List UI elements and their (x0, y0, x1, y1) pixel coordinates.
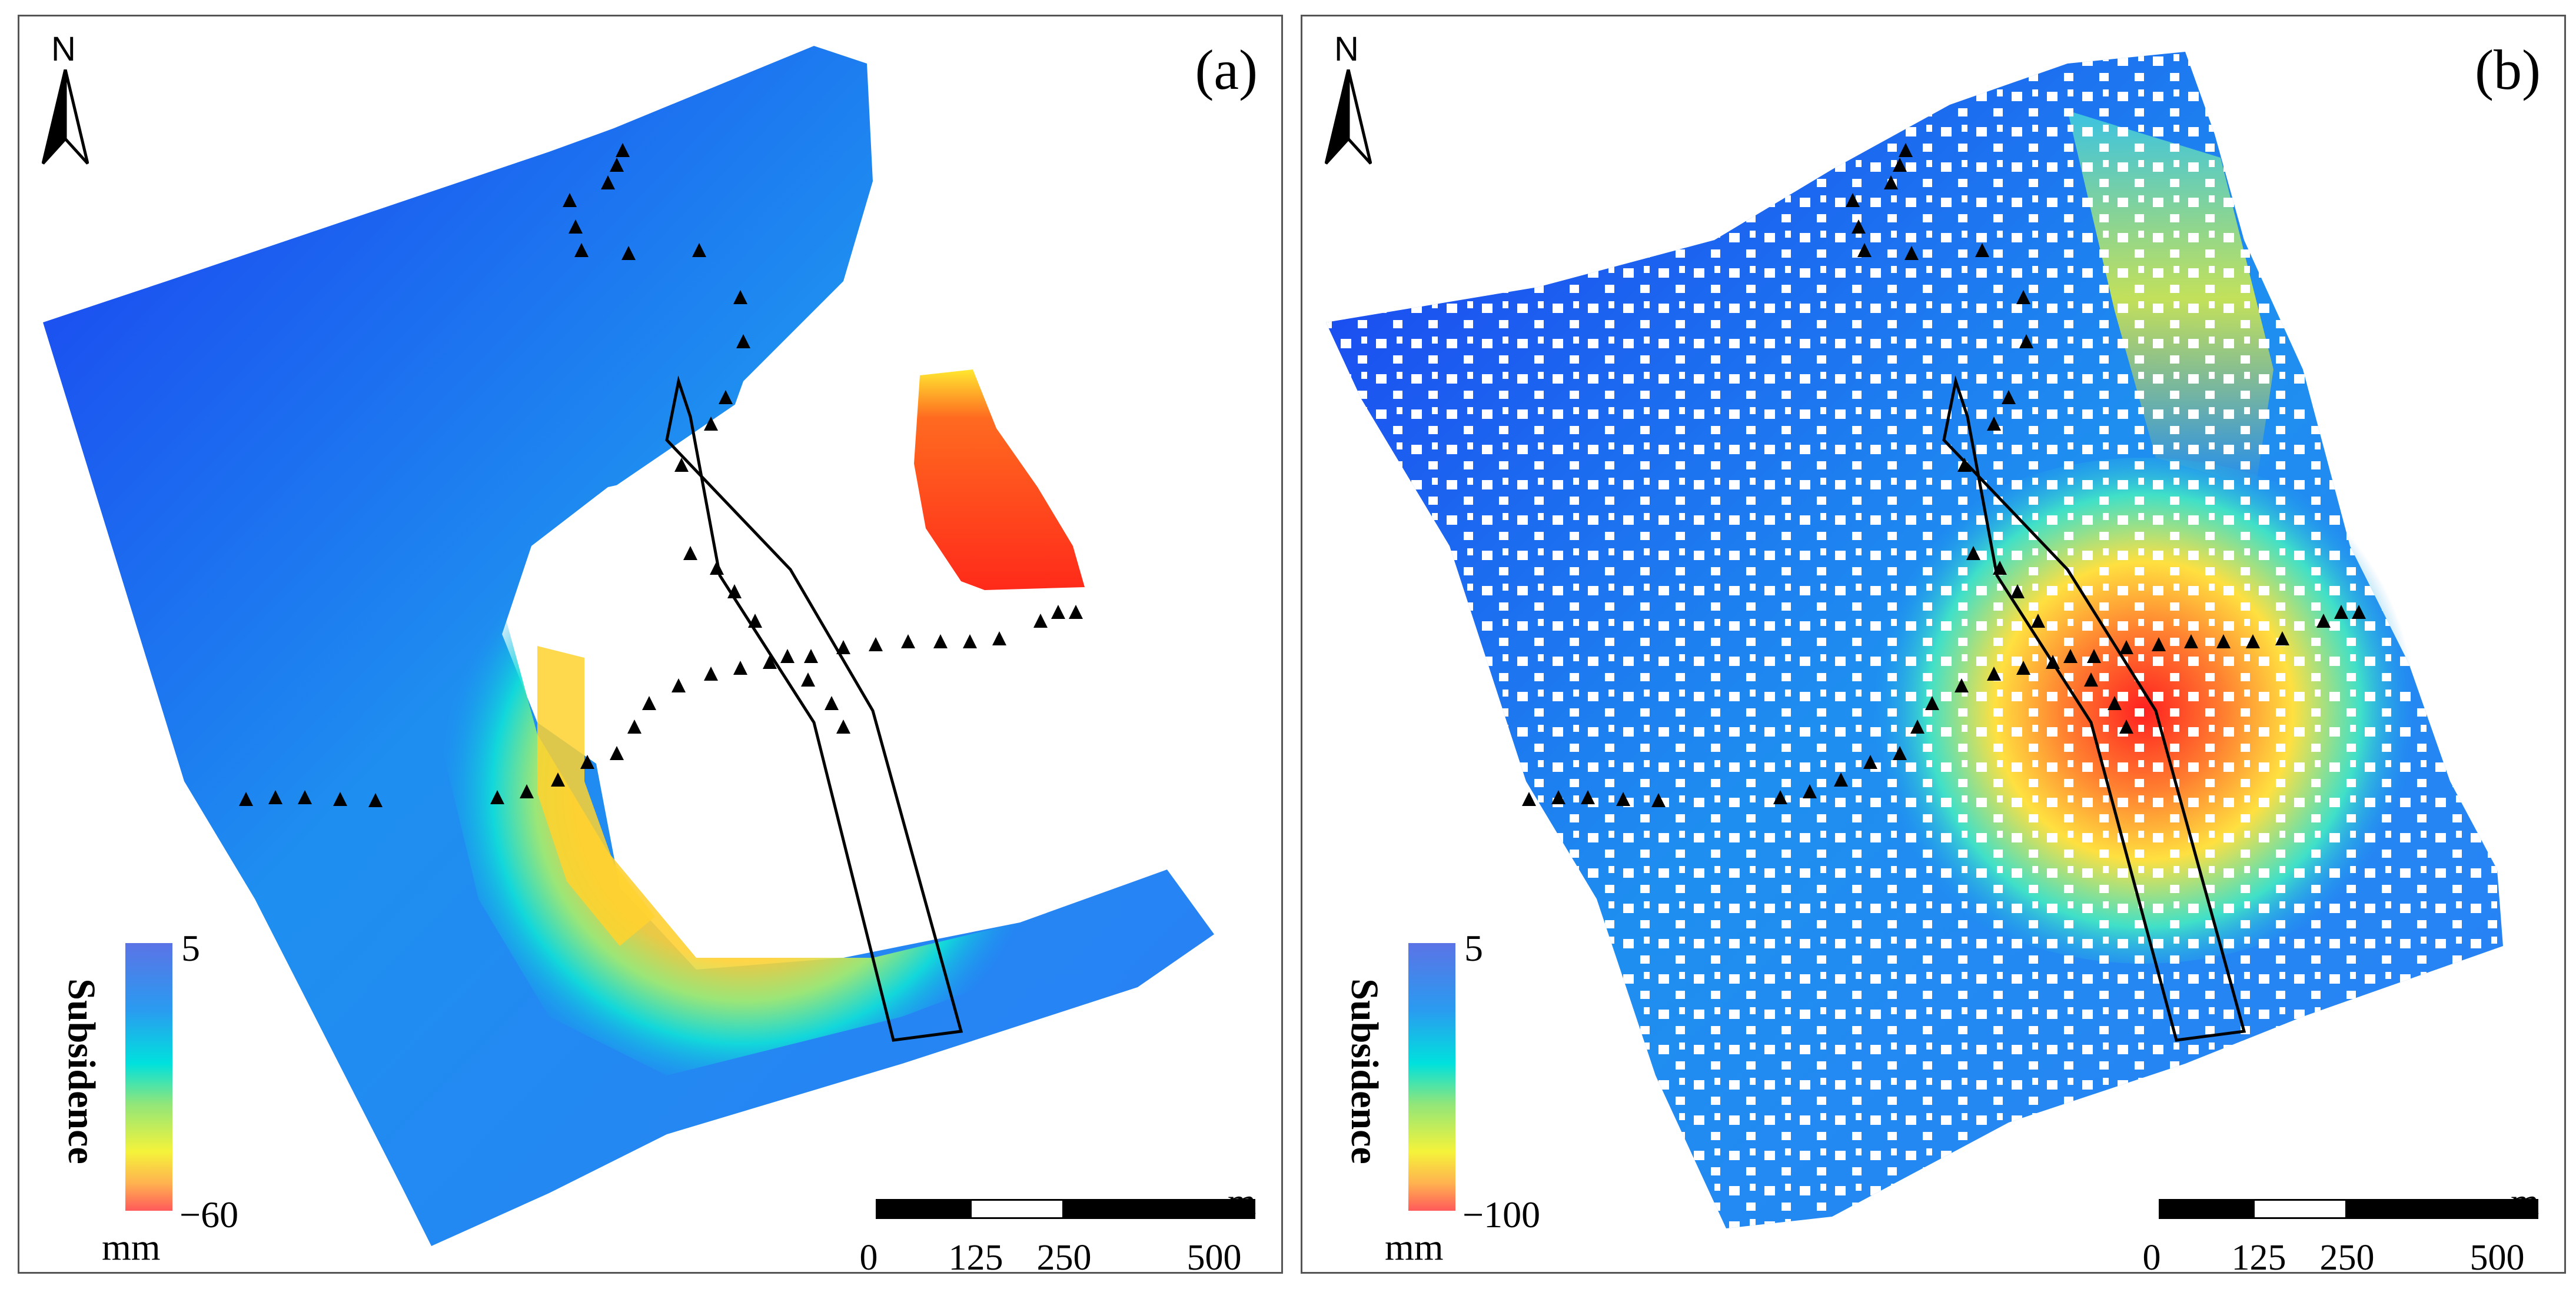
working-face-outline (1942, 375, 2246, 1042)
north-arrow: N (1314, 29, 1379, 176)
north-letter: N (51, 30, 76, 68)
north-arrow-icon (1325, 69, 1372, 165)
monitoring-points (239, 143, 1083, 807)
subsidence-map-a (43, 46, 1214, 1246)
scale-tick-0: 0 (859, 1238, 878, 1274)
legend-title: Subsidence (60, 978, 103, 1164)
color-legend: Subsidence 5 −100 mm (1343, 927, 1567, 1268)
north-arrow-icon (42, 69, 89, 165)
scale-bar: 0 125 250 500 m (840, 1181, 1257, 1272)
red-patch (914, 369, 1085, 590)
legend-min-label: −60 (180, 1194, 239, 1235)
map-panel-b: (b) N Subsidence 5 −100 mm 0 125 250 500… (1301, 15, 2566, 1274)
legend-max-label: 5 (181, 927, 200, 969)
scale-bar: 0 125 250 500 m (2123, 1181, 2540, 1272)
scale-tick-500: 500 (1186, 1238, 1242, 1274)
panel-label: (b) (2475, 38, 2541, 101)
legend-color-bar (125, 943, 172, 1211)
legend-color-bar (1408, 943, 1455, 1211)
scale-segment (876, 1199, 970, 1219)
hollow-interior (537, 399, 1138, 946)
scale-segment (970, 1199, 1064, 1219)
north-letter: N (1334, 30, 1359, 68)
legend-min-label: −100 (1462, 1194, 1541, 1235)
scale-segment (2253, 1199, 2347, 1219)
legend-unit-label: mm (102, 1226, 161, 1268)
subsidence-area (43, 46, 1214, 1246)
map-panel-a: (a) N Subsidence 5 −60 mm 0 125 250 500 … (18, 15, 1283, 1274)
scale-tick-125: 125 (2231, 1238, 2286, 1274)
scale-tick-250: 250 (1036, 1238, 1092, 1274)
yellow-arc (537, 646, 655, 946)
north-arrow: N (31, 29, 96, 176)
data-gaps (1326, 52, 2503, 1228)
scale-tick-500: 500 (2469, 1238, 2525, 1274)
monitoring-points (1522, 143, 2366, 807)
scale-tick-250: 250 (2319, 1238, 2375, 1274)
legend-unit-label: mm (1385, 1226, 1444, 1268)
color-legend: Subsidence 5 −60 mm (60, 927, 284, 1268)
subsidence-ring (443, 605, 1185, 1075)
scale-segment (2347, 1199, 2538, 1219)
working-face-outline (665, 375, 963, 1042)
panel-label: (a) (1195, 38, 1258, 101)
scale-segment (1064, 1199, 1255, 1219)
scale-tick-125: 125 (948, 1238, 1003, 1274)
legend-max-label: 5 (1464, 927, 1483, 969)
scale-unit: m (2511, 1182, 2540, 1222)
scale-unit: m (1228, 1182, 1257, 1222)
scale-tick-0: 0 (2142, 1238, 2161, 1274)
legend-title: Subsidence (1343, 978, 1386, 1164)
scale-segment (2159, 1199, 2253, 1219)
subsidence-map-b (1326, 52, 2503, 1228)
